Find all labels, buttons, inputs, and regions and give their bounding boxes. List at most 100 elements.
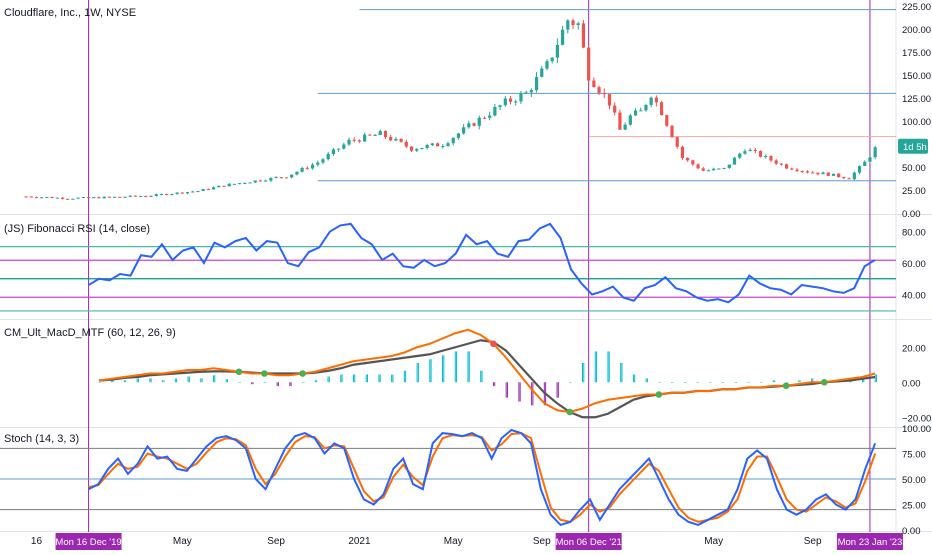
candle-body [274, 177, 278, 179]
candle-body [659, 102, 664, 116]
macd-histogram-bar [645, 378, 647, 383]
macd-histogram-bar [136, 378, 138, 383]
candle-body [295, 171, 299, 175]
macd-histogram-bar [162, 380, 164, 383]
candle-body [842, 177, 846, 179]
candle-body [347, 139, 351, 145]
macd-histogram-bar [214, 375, 216, 383]
candle-body [571, 20, 575, 26]
macd-histogram-bar [519, 382, 521, 402]
candle-body [165, 194, 169, 196]
candle-body [97, 197, 101, 199]
macd-histogram-bar [123, 380, 125, 383]
candle-body [394, 138, 398, 141]
candle-body [316, 162, 320, 165]
candle-body [81, 197, 85, 199]
candle-body [55, 197, 59, 199]
candle-body [86, 197, 91, 199]
macd-cross-dot [235, 368, 243, 376]
candle-body [561, 29, 565, 45]
macd-histogram-bar [582, 363, 584, 383]
candle-body [769, 156, 773, 161]
macd-histogram-bar [774, 380, 776, 383]
candle-body [409, 146, 414, 151]
macd-histogram-bar [176, 378, 178, 383]
price-axis-tick: 125.00 [902, 94, 931, 105]
candle-body [248, 182, 252, 184]
candle-body [159, 194, 164, 196]
macd-line [98, 328, 876, 414]
candle-body [597, 87, 601, 93]
macd-histogram-bar [607, 351, 609, 383]
macd-histogram-bar [761, 382, 763, 383]
candle-body [613, 105, 617, 113]
candle-body [555, 44, 559, 58]
price-axis-tick: 25.00 [902, 186, 926, 197]
macd-histogram-bar [99, 382, 101, 383]
candle-body [868, 157, 872, 162]
macd-histogram-bar [875, 374, 877, 383]
macd-histogram-bar [277, 382, 279, 387]
candle-body [425, 145, 429, 148]
macd-histogram-bar [251, 382, 253, 385]
macd-histogram-bar [327, 376, 329, 383]
candle-body [800, 171, 804, 173]
price-axis-tick: 175.00 [902, 48, 931, 59]
time-axis-label: Sep [533, 536, 551, 547]
macd-histogram-bar [111, 380, 113, 383]
candle-body [238, 183, 242, 185]
stoch-axis-tick: 75.00 [902, 450, 926, 461]
candle-body [831, 173, 836, 176]
candle-body [279, 177, 283, 179]
macd-histogram-bar [200, 378, 202, 383]
candle-body [66, 198, 70, 200]
macd-axis-tick: −20.00 [902, 413, 931, 424]
macd-histogram-bar [621, 363, 623, 383]
candle-body [774, 160, 778, 164]
time-axis-label: 16 [31, 536, 43, 547]
macd-histogram-bar [658, 382, 660, 383]
candle-body [149, 195, 153, 197]
macd-histogram-bar [188, 376, 190, 383]
macd-histogram-bar [163, 380, 165, 383]
macd-histogram-bar [799, 380, 801, 383]
macd-histogram-bar [532, 382, 534, 406]
macd-histogram-bar [672, 382, 674, 383]
candle-body [222, 185, 226, 187]
candle-body [795, 169, 799, 172]
candle-body [232, 183, 237, 185]
candle-body [357, 140, 362, 142]
candle-body [587, 47, 591, 81]
candle-body [550, 57, 554, 62]
candle-body [790, 168, 794, 170]
macd-histogram-bar [697, 382, 699, 383]
candle-body [670, 125, 674, 138]
candle-body [649, 97, 653, 105]
macd-histogram-bar [772, 380, 774, 383]
candle-body [305, 167, 309, 169]
candle-body [837, 173, 841, 178]
macd-histogram-bar [747, 382, 749, 383]
macd-cross-dot [566, 408, 574, 416]
price-axis-tick: 150.00 [902, 71, 931, 82]
candle-body [451, 137, 455, 144]
candle-body [482, 117, 487, 119]
macd-histogram-bar [721, 382, 723, 383]
date-marker-badge [555, 533, 622, 550]
candle-body [857, 165, 862, 173]
date-marker-label: Mon 16 Dec '19 [55, 537, 121, 548]
macd-histogram-bar [685, 382, 687, 383]
macd-histogram-bar [620, 363, 622, 383]
date-marker-label: Mon 06 Dec '21 [556, 537, 622, 548]
candle-body [107, 196, 111, 198]
candle-body [253, 180, 257, 183]
candle-body [691, 160, 695, 165]
macd-histogram-bar [290, 382, 292, 387]
time-axis-label: Sep [267, 536, 285, 547]
candle-body [686, 157, 690, 161]
macd-histogram-bar [442, 355, 444, 383]
macd-title: CM_Ult_MacD_MTF (60, 12, 26, 9) [4, 327, 176, 339]
macd-histogram-bar [634, 374, 636, 383]
candle-body [727, 164, 731, 168]
